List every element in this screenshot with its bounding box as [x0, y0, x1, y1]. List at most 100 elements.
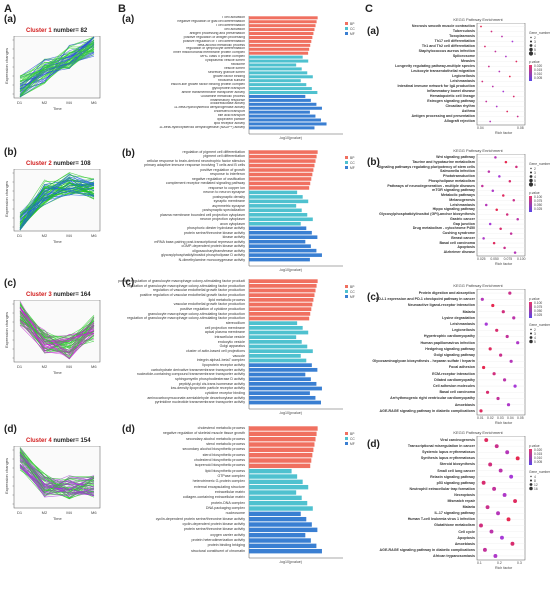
color-legend-label: 0.100: [534, 195, 543, 199]
kegg-pathway-label: African trypanosomiasis: [433, 553, 475, 558]
kegg-bubble: [506, 517, 511, 522]
go-term-label: negative regulation of ossification: [191, 176, 245, 181]
go-legend-item: CC: [350, 436, 355, 441]
go-bar: [249, 79, 301, 83]
go-bar: [249, 114, 316, 118]
go-term-label: cyclin-dependent protein serine/threonin…: [155, 516, 245, 521]
go-term-label: peptidyl-prolyl cis-trans isomerase acti…: [178, 381, 245, 386]
go-bar: [249, 244, 311, 248]
kegg-bubble: [482, 237, 485, 240]
go-bar: [249, 495, 302, 501]
kegg-bubble: [515, 60, 518, 63]
x-tick-label: M2: [41, 364, 48, 369]
kegg-pathway-label: Asthma: [461, 109, 475, 113]
kegg-bubble: [506, 110, 509, 113]
go-term-label: integrin alpha4-beta7 complex: [196, 358, 245, 363]
color-legend-bar: [529, 449, 532, 465]
cluster-name: Cluster 2: [26, 161, 52, 167]
go-term-label: lipoprotein particle: [217, 118, 245, 122]
go-term-label: vesicle lumen: [224, 67, 245, 71]
kegg-pathway-label: Salmonella infection: [440, 169, 475, 174]
go-bar: [249, 248, 317, 253]
kegg-pathway-label: Legionellosis: [452, 328, 475, 333]
kegg-pathway-label: AGE-RAGE signaling pathway in diabetic c…: [379, 408, 475, 413]
color-legend-label: 0.015: [534, 452, 543, 456]
go-bar: [249, 353, 301, 358]
kegg-pathway-label: Staphylococcus aureus infection: [418, 49, 475, 53]
go-term-label: neuron to neuron synapse: [203, 190, 245, 195]
go-term-label: negative regulation of glial cell differ…: [177, 19, 245, 23]
go-bar: [249, 181, 311, 186]
go-term-label: postsynaptic specialization: [202, 208, 245, 213]
kegg-bubble: [509, 232, 513, 235]
kegg-pathway-label: Necroptosis: [454, 492, 475, 497]
kegg-pathway-label: Amoebiasis: [454, 402, 475, 407]
go-bar: [249, 335, 297, 340]
go-bar: [249, 316, 310, 321]
kegg-pathway-label: Leishmaniasis: [450, 79, 475, 83]
x-tick-label: M2: [41, 100, 48, 105]
go-bar: [249, 118, 321, 122]
color-legend-label: 0.015: [534, 68, 543, 72]
go-bar: [249, 532, 306, 538]
kegg-bubble: [505, 334, 509, 339]
go-term-label: granulocyte macrophage colony-stimulatin…: [147, 311, 245, 316]
kegg-bubble: [496, 396, 500, 401]
size-legend-dot: [530, 475, 532, 478]
cluster-title: Cluster 3 number= 164: [26, 292, 91, 298]
kegg-bubble: [492, 486, 497, 491]
go-bar: [249, 195, 303, 199]
kegg-pathway-label: Golgi signaling pathway: [433, 353, 475, 357]
kegg-x-tick: 0.025: [477, 257, 486, 261]
kegg-bubble: [498, 70, 501, 73]
kegg-bubble: [495, 328, 499, 332]
kegg-bubble: [481, 480, 486, 485]
go-term-label: pigment cell differentiation: [203, 154, 245, 159]
kegg-x-tick: 0.1: [477, 561, 482, 565]
kegg-title: KEGG Pathway Enrichment: [453, 148, 503, 153]
kegg-pathway-label: Melanogenesis: [449, 197, 475, 202]
go-term-label: complement receptor mediated signaling p…: [165, 181, 245, 186]
size-legend-label: 6: [534, 182, 536, 187]
go-term-label: protein serine/threonine kinase activity: [183, 527, 245, 532]
kegg-bubble: [484, 438, 489, 442]
kegg-pathway-label: Glycosylphosphatidylinositol (GPI)-ancho…: [379, 212, 475, 217]
go-bar: [249, 479, 303, 485]
go-term-label: synaptic membrane: [213, 199, 245, 204]
color-legend-label: 0.075: [534, 199, 543, 203]
x-tick-label: M4: [66, 233, 72, 238]
kegg-pathway-label: Relaxin signaling pathway: [430, 474, 475, 479]
cluster-trend-plot: [12, 169, 101, 232]
go-term-label: growth factor binding: [213, 74, 245, 78]
kegg-x-tick: 0.2: [497, 561, 502, 565]
go-bar: [249, 442, 315, 447]
go-bar-chart: [248, 16, 348, 135]
kegg-bubble: [481, 184, 484, 188]
cluster-name: Cluster 3: [26, 292, 52, 298]
go-term-label: external encapsulating structure: [194, 484, 245, 489]
go-enrichment-column: (a) T cell activation negative regulation …: [118, 0, 365, 593]
go-bar: [249, 126, 315, 130]
kegg-bubble: [495, 208, 498, 212]
kegg-pathway-label: Alzheimer disease: [443, 250, 475, 255]
go-term-label: regulation of vascular endothelial growt…: [152, 288, 245, 293]
kegg-pathway-label: Longevity regulating pathway-multiple sp…: [395, 64, 475, 68]
kegg-bubble: [499, 353, 503, 357]
size-legend-dot: [529, 47, 533, 52]
go-sublabel: (a): [122, 14, 135, 25]
go-term-label: cGMP-dependent protein kinase activity: [181, 244, 245, 249]
go-legend-item: MF: [350, 294, 355, 299]
kegg-bubble-chart: [476, 436, 533, 561]
size-legend-label: 3: [534, 331, 536, 336]
kegg-bubble: [485, 390, 490, 394]
kegg-bubble: [496, 511, 500, 516]
kegg-bubble: [485, 100, 488, 103]
go-bar: [249, 226, 307, 231]
size-legend-label: 4: [534, 474, 536, 479]
kegg-pathway-label: Phototransduction: [443, 174, 475, 179]
go-bar: [249, 452, 313, 458]
go-bar: [249, 506, 313, 511]
kegg-bubble: [492, 241, 496, 245]
go-legend-item: CC: [350, 289, 355, 294]
kegg-bubble: [510, 541, 515, 546]
